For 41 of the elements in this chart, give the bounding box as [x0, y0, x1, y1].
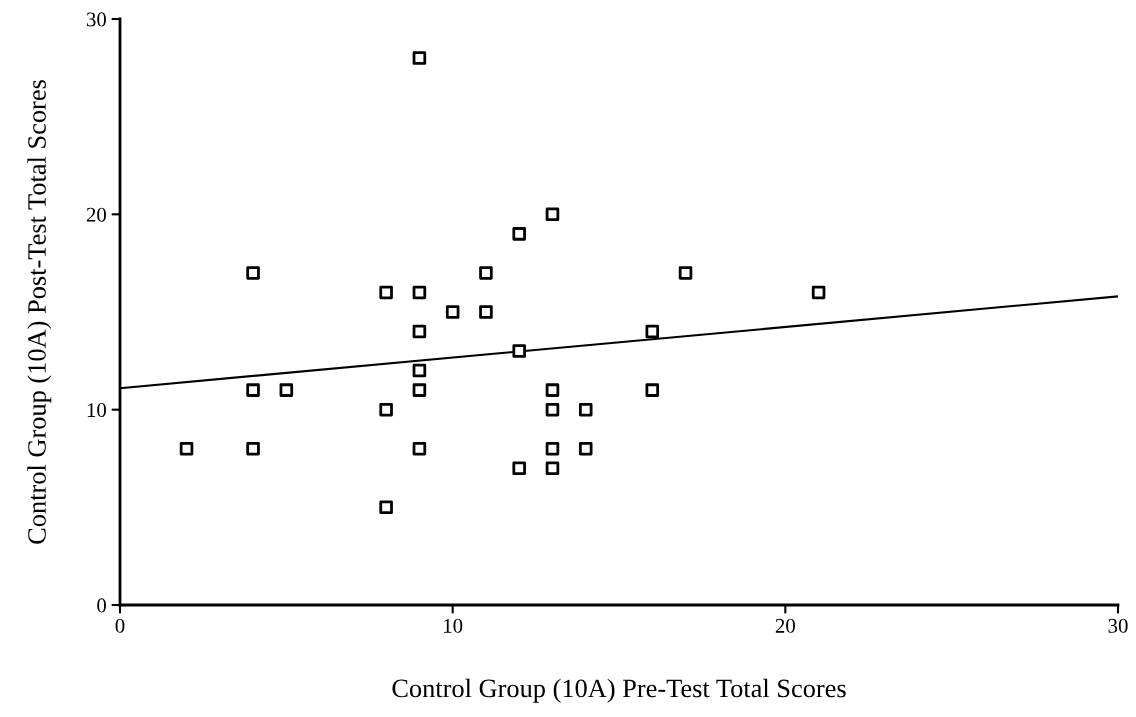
x-tick-label: 0	[115, 618, 125, 633]
y-tick-label: 20	[86, 207, 107, 222]
y-tick-label: 0	[97, 598, 107, 613]
point	[545, 207, 560, 222]
x-tick-label: 30	[1108, 618, 1128, 633]
point	[379, 285, 393, 300]
x-axis-title: Control Group (10A) Pre-Test Total Scores	[392, 678, 846, 703]
point	[412, 363, 427, 378]
point	[645, 324, 660, 339]
point	[545, 402, 560, 417]
point	[412, 383, 427, 397]
x-tick-label: 20	[775, 618, 795, 633]
point	[379, 500, 393, 515]
point	[645, 383, 660, 397]
point	[412, 441, 427, 456]
point	[445, 305, 460, 319]
point	[279, 383, 294, 397]
point	[412, 51, 427, 65]
point	[545, 461, 560, 476]
point	[479, 266, 493, 280]
point	[246, 266, 260, 280]
point	[412, 285, 427, 300]
point	[545, 441, 560, 456]
point	[246, 383, 260, 397]
y-tick-label: 30	[86, 12, 107, 27]
point	[545, 383, 560, 397]
point	[179, 441, 194, 456]
point	[479, 305, 493, 319]
point	[678, 266, 693, 280]
point	[578, 402, 593, 417]
point	[512, 461, 526, 476]
point	[412, 324, 427, 339]
y-axis-title: Control Group (10A) Post-Test Total Scores	[27, 80, 52, 544]
point	[811, 285, 826, 300]
point	[379, 402, 393, 417]
point	[512, 227, 526, 241]
point	[512, 344, 526, 358]
point	[246, 441, 260, 456]
y-tick-label: 10	[87, 403, 107, 418]
x-tick-label: 10	[444, 618, 463, 633]
point	[578, 441, 593, 456]
